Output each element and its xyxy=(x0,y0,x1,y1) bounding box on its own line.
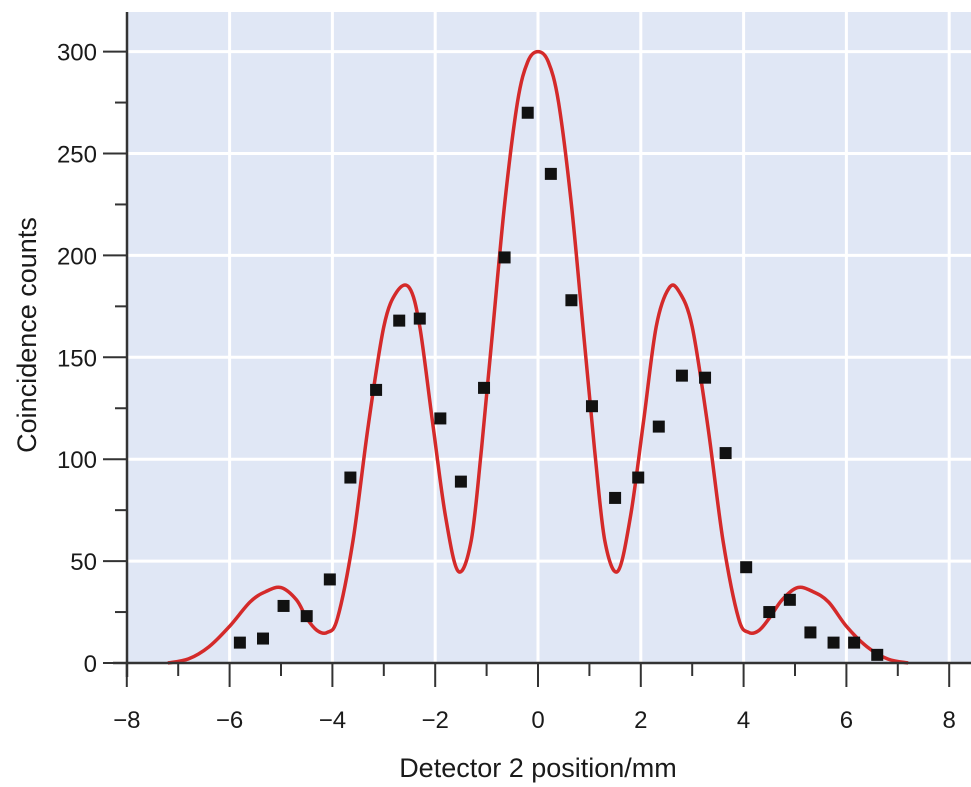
y-tick-label: 50 xyxy=(70,549,97,576)
y-axis-title: Coincidence counts xyxy=(12,217,42,453)
y-tick-label: 200 xyxy=(57,243,97,270)
data-point xyxy=(521,106,534,119)
data-point xyxy=(498,251,511,264)
data-point xyxy=(763,606,776,619)
data-point xyxy=(300,610,313,623)
data-point xyxy=(632,471,645,484)
data-point xyxy=(871,648,884,661)
y-ticks: 0 50 100 150 200 250 300 xyxy=(57,40,127,678)
data-point xyxy=(323,573,336,586)
y-tick-label: 300 xyxy=(57,40,97,67)
y-tick-label: 0 xyxy=(84,651,97,678)
data-point xyxy=(370,383,383,396)
x-tick-label: −6 xyxy=(216,707,243,734)
data-point xyxy=(609,491,622,504)
vertical-grid-lines xyxy=(228,12,951,663)
data-point xyxy=(544,167,557,180)
data-point xyxy=(783,593,796,606)
data-point xyxy=(344,471,357,484)
data-point xyxy=(478,381,491,394)
x-axis-title: Detector 2 position/mm xyxy=(399,753,677,783)
data-point xyxy=(652,420,665,433)
data-point xyxy=(565,294,578,307)
data-point xyxy=(393,314,406,327)
y-tick-label: 150 xyxy=(57,345,97,372)
data-point xyxy=(434,412,447,425)
plot-background xyxy=(127,12,971,663)
y-tick-label: 250 xyxy=(57,142,97,169)
y-tick-label: 100 xyxy=(57,447,97,474)
x-tick-label: −4 xyxy=(319,707,346,734)
data-point xyxy=(675,369,688,382)
data-point xyxy=(257,632,270,645)
x-tick-label: 8 xyxy=(943,707,956,734)
horizontal-grid-lines xyxy=(127,50,971,563)
x-tick-label: 4 xyxy=(737,707,750,734)
x-tick-label: 2 xyxy=(634,707,647,734)
data-point xyxy=(827,636,840,649)
data-point xyxy=(233,636,246,649)
data-point xyxy=(277,599,290,612)
data-point xyxy=(699,371,712,384)
data-point xyxy=(454,475,467,488)
data-point xyxy=(585,400,598,413)
x-tick-label: 6 xyxy=(840,707,853,734)
data-points xyxy=(233,106,884,661)
data-point xyxy=(740,561,753,574)
x-tick-label: −8 xyxy=(113,707,140,734)
data-point xyxy=(848,636,861,649)
fit-curve xyxy=(167,49,909,665)
x-tick-label: 0 xyxy=(531,707,544,734)
x-ticks: −8 −6 −4 −2 0 2 4 6 8 xyxy=(113,663,956,734)
data-point xyxy=(804,626,817,639)
data-point xyxy=(719,447,732,460)
x-tick-label: −2 xyxy=(422,707,449,734)
data-point xyxy=(413,312,426,325)
